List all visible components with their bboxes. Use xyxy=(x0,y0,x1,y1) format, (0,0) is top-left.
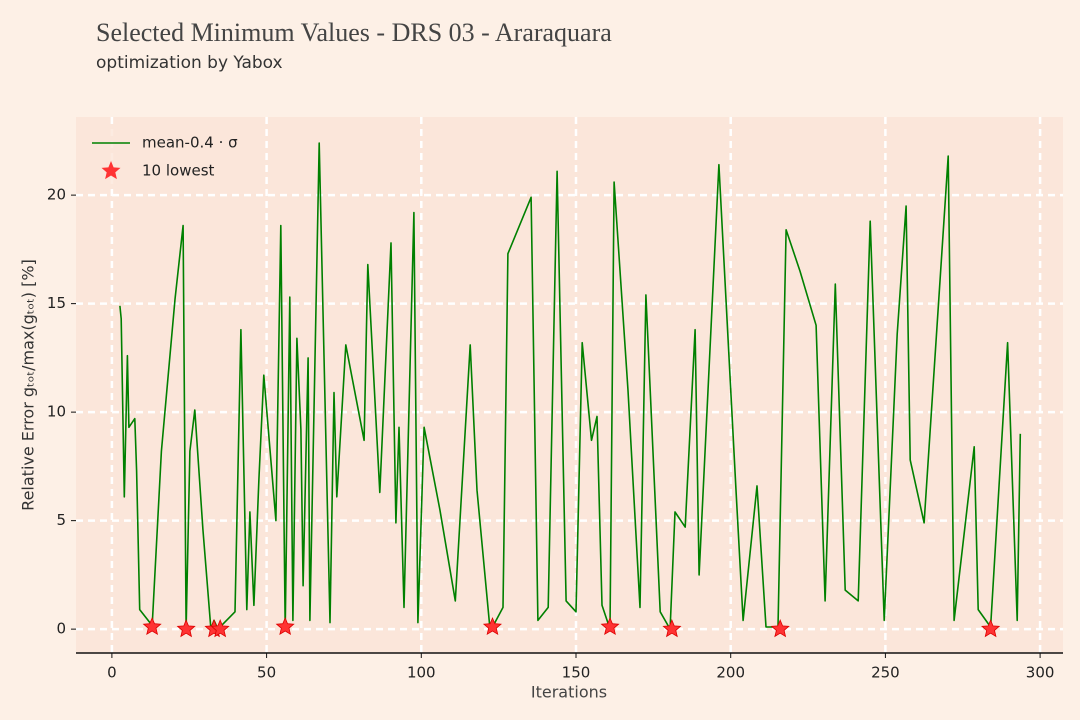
x-tick-label: 50 xyxy=(257,664,276,682)
x-axis-label: Iterations xyxy=(531,683,607,702)
y-tick-label: 10 xyxy=(47,403,66,421)
star-marker xyxy=(142,616,162,636)
x-tick-label: 100 xyxy=(407,664,436,682)
legend-label: 10 lowest xyxy=(142,162,215,180)
star-marker xyxy=(770,619,790,638)
x-tick-label: 150 xyxy=(562,664,591,682)
legend: mean-0.4 · σ 10 lowest xyxy=(86,127,238,187)
star-marker xyxy=(176,619,196,638)
x-tick-label: 0 xyxy=(107,664,117,682)
legend-label: mean-0.4 · σ xyxy=(142,134,238,152)
y-tick-label: 5 xyxy=(56,511,66,529)
star-marker xyxy=(275,616,295,636)
star-marker xyxy=(662,619,682,638)
x-tick-label: 250 xyxy=(871,664,900,682)
x-tick-label: 200 xyxy=(716,664,745,682)
x-tick-label: 300 xyxy=(1026,664,1055,682)
y-tick-label: 20 xyxy=(47,186,66,204)
plot-area xyxy=(76,117,1063,653)
chart-title: Selected Minimum Values - DRS 03 - Arara… xyxy=(96,18,612,47)
star-marker xyxy=(482,616,502,636)
star-marker xyxy=(600,616,620,636)
legend-box xyxy=(86,127,236,187)
star-marker xyxy=(981,619,1001,638)
legend-marker xyxy=(101,161,121,180)
y-axis-label: Relative Error gₜₒₜ/max(gₜₒₜ) [%] xyxy=(19,259,38,511)
y-tick-label: 15 xyxy=(47,294,66,312)
star-marker xyxy=(210,619,230,638)
y-tick-label: 0 xyxy=(56,620,66,638)
chart-subtitle: optimization by Yabox xyxy=(96,53,283,73)
